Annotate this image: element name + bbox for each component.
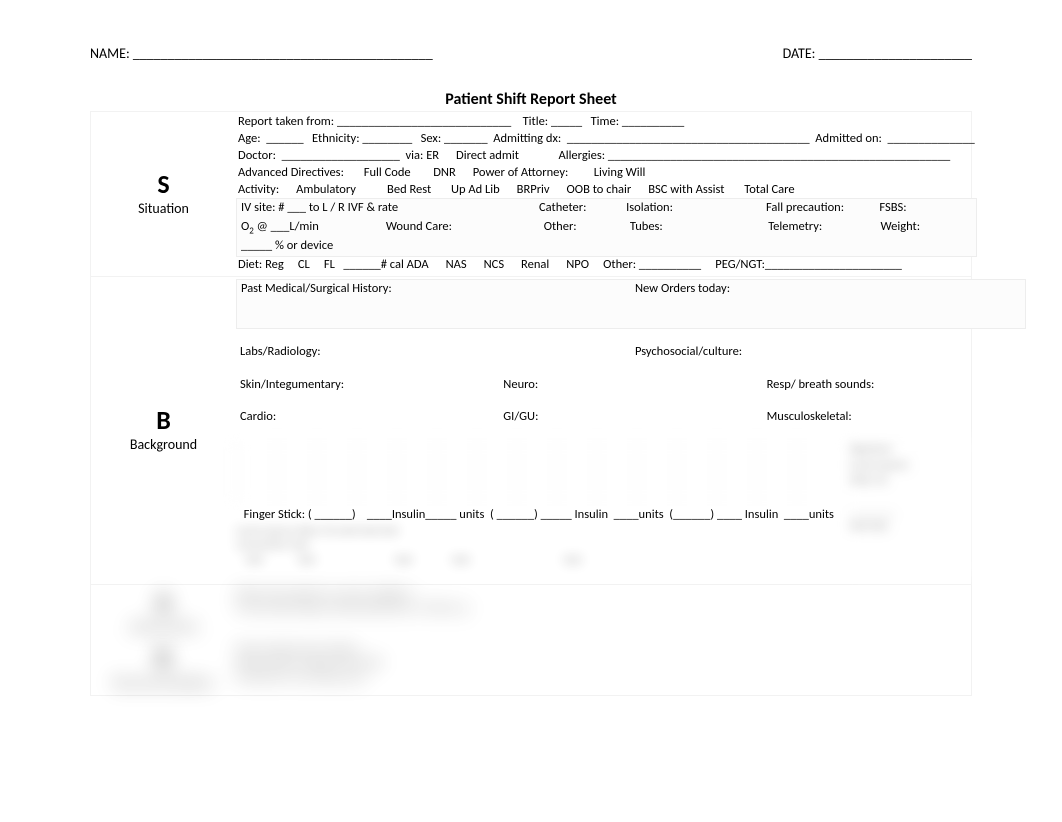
recommendation-content: Tests needed, plan changes What needs to… [236,640,971,695]
assessment-content: What is the patient's current condition?… [236,585,971,639]
meds-table-placeholder [236,441,836,503]
fsbs-cell: FSBS: [875,199,975,218]
isolation-cell: Isolation: [622,199,762,218]
o2-cell: O2 @ ___L/min _____ % or device [237,218,382,256]
situation-content: Report taken from: _____________________… [236,112,983,276]
background-left: B Background [91,277,236,585]
background-letter: B [156,407,171,433]
name-field-label: NAME: __________________________________… [90,45,433,62]
situation-label: Situation [138,200,189,217]
assessment-section: A Assessment What is the patient's curre… [91,585,971,640]
situation-letter: S [157,171,169,197]
past-med-cell: Past Medical/Surgical History: [237,280,631,328]
background-section: B Background Past Medical/Surgical Histo… [91,277,971,586]
fingerstick-line: Finger Stick: ( ______) ____Insulin_____… [236,507,836,524]
fall-cell: Fall precaution: [762,199,875,218]
telemetry-cell: Telemetry: [764,218,876,256]
activity-line: Activity: Ambulatory Bed Rest Up Ad Lib … [236,182,977,199]
doctor-line: Doctor: ___________________ via: ER Dire… [236,148,977,165]
side-box-placeholder: SignatureLorem ipsumdolor sit________tex… [846,437,1026,577]
diet-line: Diet: Reg CL FL ______# cal ADA NAS NCS … [236,257,977,274]
sbar-table: S Situation Report taken from: _________… [90,111,972,696]
skin-cell: Skin/Integumentary: [236,376,499,395]
assessment-label: Assessment [130,618,197,635]
background-label: Background [130,436,197,453]
o2-text-b: @ ___L/min [254,219,319,234]
new-orders-cell: New Orders today: [631,280,1025,328]
other-cell: Other: [540,218,626,256]
demographics-line: Age: ______ Ethnicity: ________ Sex: ___… [236,131,977,148]
document-title: Patient Shift Report Sheet [90,90,972,109]
assessment-left: A Assessment [91,585,236,639]
gigu-cell: GI/GU: [499,408,762,427]
assessment-letter: A [156,589,172,615]
resp-cell: Resp/ breath sounds: [763,376,1026,395]
labs-cell: Labs/Radiology: [236,343,631,362]
iv-site-cell: IV site: # ___ to L / R IVF & rate [237,199,535,218]
page-header: NAME: __________________________________… [90,45,972,62]
o2-device: _____ % or device [241,238,333,253]
recommendation-letter: R [156,645,171,671]
neuro-cell: Neuro: [499,376,762,395]
catheter-cell: Catheter: [535,199,622,218]
background-content: Past Medical/Surgical History: New Order… [236,277,1032,585]
tubes-cell: Tubes: [626,218,764,256]
report-from-line: Report taken from: _____________________… [236,114,977,131]
psycho-cell: Psychosocial/culture: [631,343,1026,362]
situation-left: S Situation [91,112,236,276]
blurred-text-1: Lorem ipsum dolor sit amet text text con… [236,524,836,582]
situation-grid: IV site: # ___ to L / R IVF & rate Cathe… [236,198,977,256]
musculo-cell: Musculoskeletal: [763,408,1026,427]
cardio-cell: Cardio: [236,408,499,427]
date-field-label: DATE: ______________________ [783,45,972,62]
weight-cell: Weight: [876,218,975,256]
recommendation-left: R Recommendation [91,640,236,695]
recommendation-section: R Recommendation Tests needed, plan chan… [91,640,971,695]
recommendation-label: Recommendation [113,674,214,691]
directives-line: Advanced Directives: Full Code DNR Power… [236,165,977,182]
wound-cell: Wound Care: [382,218,540,256]
situation-section: S Situation Report taken from: _________… [91,112,971,277]
